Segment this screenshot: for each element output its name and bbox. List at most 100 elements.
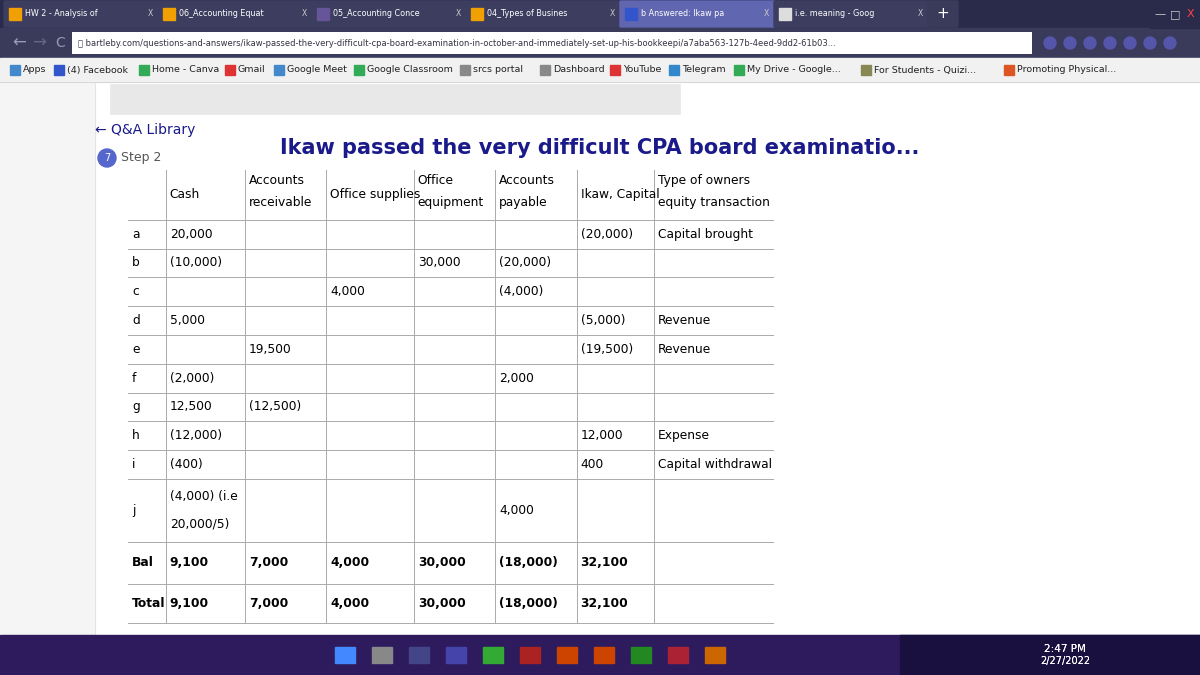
Bar — [1150, 0, 1200, 28]
Text: Accounts: Accounts — [499, 174, 556, 188]
Bar — [670, 65, 679, 75]
Text: 2/27/2022: 2/27/2022 — [1040, 656, 1090, 666]
Text: 7: 7 — [104, 153, 110, 163]
Text: X: X — [610, 9, 614, 18]
Text: X: X — [1186, 9, 1194, 19]
Text: +: + — [937, 7, 949, 22]
Text: X: X — [148, 9, 152, 18]
Text: 12,500: 12,500 — [169, 400, 212, 414]
Text: (20,000): (20,000) — [499, 256, 551, 269]
Text: (18,000): (18,000) — [499, 556, 558, 569]
Circle shape — [1044, 37, 1056, 49]
Text: receivable: receivable — [250, 196, 312, 209]
Text: 4,000: 4,000 — [330, 286, 365, 298]
Bar — [594, 647, 614, 663]
Circle shape — [1104, 37, 1116, 49]
Text: (18,000): (18,000) — [499, 597, 558, 610]
Bar — [10, 8, 22, 20]
Text: 30,000: 30,000 — [418, 597, 466, 610]
Text: Total: Total — [132, 597, 166, 610]
FancyBboxPatch shape — [158, 1, 313, 27]
Text: 20,000/5): 20,000/5) — [169, 518, 229, 531]
Text: Home - Canva: Home - Canva — [152, 65, 220, 74]
Text: i: i — [132, 458, 136, 471]
Text: 7,000: 7,000 — [250, 597, 288, 610]
Bar — [706, 647, 725, 663]
Text: (4) Facebook: (4) Facebook — [67, 65, 128, 74]
Bar — [372, 647, 392, 663]
Text: Bal: Bal — [132, 556, 154, 569]
Bar — [470, 8, 482, 20]
Bar — [625, 8, 637, 20]
Bar — [128, 170, 773, 623]
Text: 9,100: 9,100 — [169, 556, 209, 569]
FancyBboxPatch shape — [4, 1, 158, 27]
Text: →: → — [32, 34, 46, 52]
Circle shape — [1064, 37, 1076, 49]
Text: (400): (400) — [169, 458, 203, 471]
Circle shape — [1164, 37, 1176, 49]
Text: g: g — [132, 400, 139, 414]
Text: h: h — [132, 429, 139, 442]
Text: (20,000): (20,000) — [581, 227, 632, 241]
Bar — [668, 647, 688, 663]
Text: 19,500: 19,500 — [250, 343, 292, 356]
Text: (10,000): (10,000) — [169, 256, 222, 269]
Text: (12,500): (12,500) — [250, 400, 301, 414]
Text: Step 2: Step 2 — [121, 151, 161, 165]
Text: My Drive - Google...: My Drive - Google... — [746, 65, 841, 74]
Circle shape — [1084, 37, 1096, 49]
Text: Capital withdrawal: Capital withdrawal — [658, 458, 772, 471]
Text: (2,000): (2,000) — [169, 372, 214, 385]
Bar — [409, 647, 430, 663]
Text: ← Q&A Library: ← Q&A Library — [95, 123, 196, 137]
Text: equipment: equipment — [418, 196, 484, 209]
Text: 4,000: 4,000 — [499, 504, 534, 517]
Bar — [557, 647, 577, 663]
FancyBboxPatch shape — [774, 1, 929, 27]
Text: Gmail: Gmail — [238, 65, 265, 74]
Circle shape — [98, 149, 116, 167]
Text: i.e. meaning - Goog: i.e. meaning - Goog — [796, 9, 875, 18]
Text: 05_Accounting Conce: 05_Accounting Conce — [334, 9, 420, 18]
Text: X: X — [763, 9, 769, 18]
Text: 06_Accounting Equat: 06_Accounting Equat — [179, 9, 264, 18]
Bar — [0, 82, 1200, 635]
Text: a: a — [132, 227, 139, 241]
Text: Revenue: Revenue — [658, 314, 712, 327]
Bar — [446, 647, 466, 663]
Bar — [610, 65, 620, 75]
Bar — [0, 28, 1200, 58]
Text: 4,000: 4,000 — [330, 597, 370, 610]
Circle shape — [1144, 37, 1156, 49]
Bar — [482, 647, 503, 663]
Bar — [224, 65, 235, 75]
Text: 2:47 PM: 2:47 PM — [1044, 644, 1086, 654]
Bar — [1003, 65, 1014, 75]
Text: (12,000): (12,000) — [169, 429, 222, 442]
Text: Telegram: Telegram — [683, 65, 726, 74]
Bar — [317, 8, 329, 20]
Bar — [335, 647, 355, 663]
Bar — [540, 65, 551, 75]
Bar — [900, 635, 1200, 675]
Text: 2,000: 2,000 — [499, 372, 534, 385]
Text: (4,000) (i.e: (4,000) (i.e — [169, 490, 238, 503]
Bar — [354, 65, 364, 75]
Text: (19,500): (19,500) — [581, 343, 632, 356]
Text: 30,000: 30,000 — [418, 256, 461, 269]
Text: 32,100: 32,100 — [581, 597, 629, 610]
Bar — [0, 0, 1200, 28]
Text: For Students - Quizi...: For Students - Quizi... — [874, 65, 976, 74]
Text: 7,000: 7,000 — [250, 556, 288, 569]
Text: 2/27/2022: 2/27/2022 — [1040, 656, 1090, 666]
Bar — [54, 65, 64, 75]
Text: 🔒 bartleby.com/questions-and-answers/ikaw-passed-the-very-difficult-cpa-board-ex: 🔒 bartleby.com/questions-and-answers/ika… — [78, 38, 835, 47]
Text: Ikaw passed the very difficult CPA board examinatio...: Ikaw passed the very difficult CPA board… — [281, 138, 919, 158]
Text: (4,000): (4,000) — [499, 286, 544, 298]
Bar — [779, 8, 791, 20]
Text: —: — — [1154, 9, 1165, 19]
Text: X: X — [917, 9, 923, 18]
Text: ←: ← — [12, 34, 26, 52]
Bar — [0, 82, 95, 635]
